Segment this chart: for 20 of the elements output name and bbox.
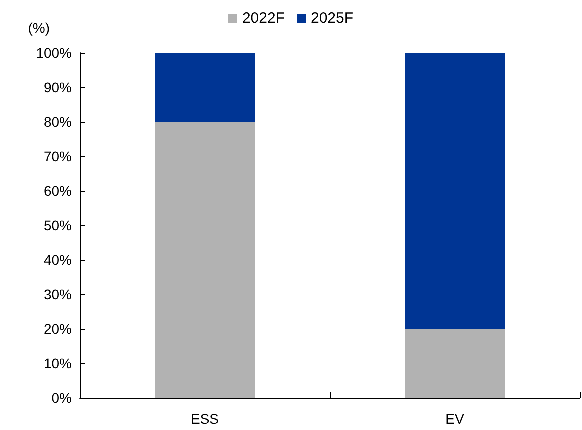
y-tick-label: 30% (44, 286, 72, 302)
legend-label: 2025F (311, 10, 354, 27)
legend-label: 2022F (242, 10, 286, 27)
bar (155, 53, 255, 122)
y-tick-label: 50% (44, 218, 72, 234)
bar (405, 329, 505, 398)
bar (155, 122, 255, 398)
bar (405, 53, 505, 329)
y-tick-label: 20% (44, 321, 72, 337)
y-tick-label: 40% (44, 252, 72, 268)
y-axis-title: (%) (28, 20, 50, 36)
x-tick-label: ESS (190, 411, 220, 427)
x-tick-label: EV (446, 411, 465, 427)
y-tick-label: 80% (44, 114, 72, 130)
y-tick-label: 10% (44, 356, 72, 372)
y-tick-label: 60% (44, 183, 72, 199)
y-tick-label: 0% (52, 390, 72, 406)
y-tick-label: 70% (44, 148, 72, 164)
y-tick-label: 100% (36, 45, 72, 61)
y-tick-label: 90% (44, 80, 72, 96)
